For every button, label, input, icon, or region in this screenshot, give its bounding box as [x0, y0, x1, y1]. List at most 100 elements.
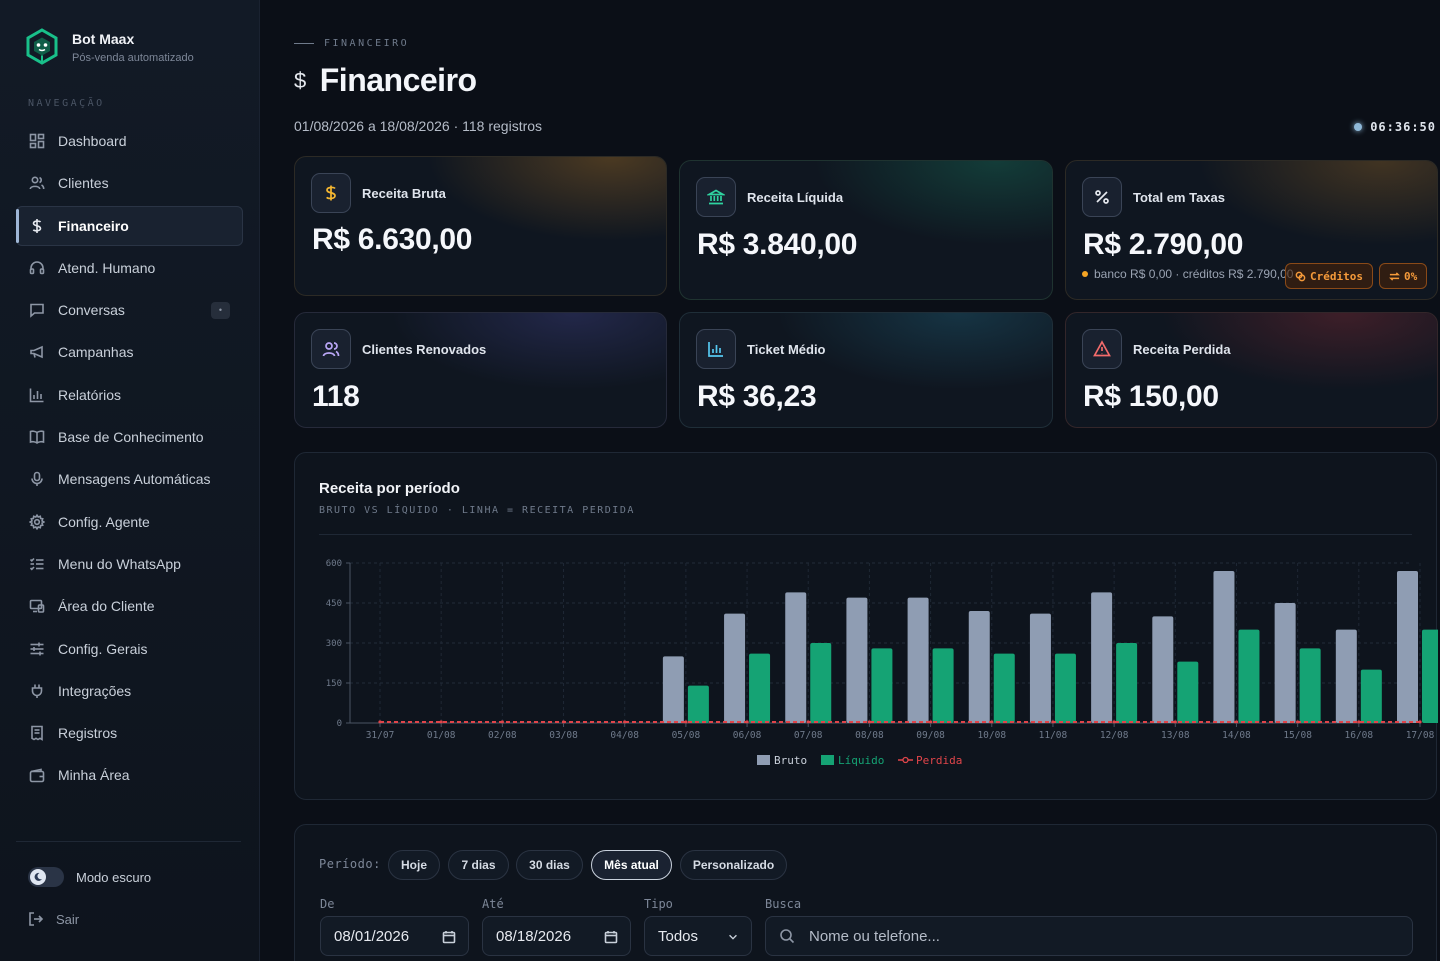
card-icon-box	[311, 173, 351, 213]
point-perdida	[1357, 720, 1361, 724]
percent-button-label: 0%	[1404, 269, 1418, 283]
page-title-text: Financeiro	[319, 62, 477, 98]
x-tick-label: 03/08	[549, 730, 578, 741]
x-tick-label: 04/08	[610, 730, 639, 741]
page-subtitle: 01/08/2026 a 18/08/2026 · 118 registros	[294, 118, 543, 134]
sidebar-item-clientes[interactable]: Clientes	[16, 163, 243, 203]
creditos-button-label: Créditos	[1310, 269, 1363, 283]
point-perdida	[623, 720, 627, 724]
period-hoje-button[interactable]: Hoje	[388, 850, 440, 880]
x-tick-label: 31/07	[366, 730, 395, 741]
type-select[interactable]: Todos	[644, 916, 752, 956]
period-7-dias-button[interactable]: 7 dias	[448, 850, 509, 880]
sliders-icon	[30, 642, 44, 656]
sidebar-item-registros[interactable]: Registros	[16, 713, 243, 753]
sidebar-item-label: Campanhas	[58, 344, 134, 361]
period-30-dias-button[interactable]: 30 dias	[516, 850, 583, 880]
point-perdida	[561, 720, 566, 724]
calendar-icon[interactable]	[442, 930, 456, 944]
dark-mode-toggle[interactable]: Modo escuro	[28, 867, 151, 887]
dollar-icon	[32, 218, 42, 233]
card-ticket-medio: Ticket Médio R$ 36,23	[679, 312, 1053, 428]
x-tick-label: 12/08	[1100, 730, 1129, 741]
sidebar-item-config-gerais[interactable]: Config. Gerais	[16, 629, 243, 669]
breadcrumb-line	[294, 43, 314, 44]
card-header: Receita Líquida	[696, 177, 843, 217]
to-date-input[interactable]: 08/18/2026	[482, 916, 631, 956]
bar-bruto	[724, 613, 746, 723]
bar-bruto	[1152, 616, 1174, 723]
brand[interactable]: Bot Maax Pós-venda automatizado	[24, 28, 194, 66]
sidebar-item-relatorios[interactable]: Relatórios	[16, 375, 243, 415]
bar-líquido	[932, 648, 954, 723]
percent-button[interactable]: 0%	[1379, 263, 1428, 289]
sidebar-item-area-cliente[interactable]: Área do Cliente	[16, 586, 243, 626]
legend-marker-perdida	[902, 756, 909, 764]
bar-líquido	[1177, 661, 1199, 723]
coins-icon	[1295, 271, 1306, 281]
bar-líquido	[810, 643, 832, 723]
bar-líquido	[1116, 643, 1138, 723]
sidebar-item-integracoes[interactable]: Integrações	[16, 671, 243, 711]
point-perdida	[378, 720, 382, 724]
legend-swatch-bruto	[757, 755, 770, 765]
card-icon-box	[1082, 329, 1122, 369]
sidebar-item-config-agente[interactable]: Config. Agente	[16, 502, 243, 542]
point-perdida	[867, 720, 872, 724]
bar-bruto	[907, 597, 929, 723]
sidebar-item-mensagens-automaticas[interactable]: Mensagens Automáticas	[16, 459, 243, 499]
clock-time: 06:36:50	[1370, 120, 1436, 134]
dollar-icon	[326, 185, 336, 201]
x-tick-label: 16/08	[1345, 730, 1374, 741]
nav-section-label: NAVEGAÇÃO	[28, 98, 105, 109]
sidebar-item-campanhas[interactable]: Campanhas	[16, 332, 243, 372]
conversas-badge: •	[211, 301, 230, 319]
toggle-switch[interactable]	[28, 867, 64, 887]
calendar-icon[interactable]	[604, 930, 618, 944]
card-icon-box	[1082, 177, 1122, 217]
period-personalizado-button[interactable]: Personalizado	[680, 850, 787, 880]
sidebar-item-menu-whatsapp[interactable]: Menu do WhatsApp	[16, 544, 243, 584]
sidebar-item-financeiro[interactable]: Financeiro	[16, 205, 243, 246]
sidebar-item-conversas[interactable]: Conversas •	[16, 290, 243, 330]
bar-líquido	[1054, 653, 1076, 723]
y-tick-label: 150	[326, 679, 342, 689]
gear-icon	[29, 513, 45, 530]
logout-label: Sair	[56, 911, 80, 927]
period-mes-atual-button[interactable]: Mês atual	[591, 850, 672, 880]
users-icon	[322, 342, 340, 357]
card-total-taxas: Total em Taxas R$ 2.790,00 banco R$ 0,00…	[1065, 160, 1438, 300]
legend-label-líquido: Líquido	[838, 754, 884, 767]
bar-líquido	[687, 685, 709, 723]
page-title: $ Financeiro	[294, 62, 477, 99]
type-select-value: Todos	[658, 927, 699, 945]
to-date-value: 08/18/2026	[496, 927, 572, 945]
sidebar-item-atend-humano[interactable]: Atend. Humano	[16, 248, 243, 288]
card-value: R$ 3.840,00	[697, 228, 858, 261]
creditos-button[interactable]: Créditos	[1285, 263, 1373, 289]
card-receita-liquida: Receita Líquida R$ 3.840,00	[679, 160, 1053, 300]
search-input[interactable]: Nome ou telefone...	[765, 916, 1413, 956]
sidebar-divider	[16, 841, 241, 842]
x-tick-label: 01/08	[427, 730, 456, 741]
card-label: Receita Perdida	[1133, 341, 1231, 357]
point-perdida	[928, 720, 933, 724]
x-tick-label: 07/08	[794, 730, 823, 741]
sidebar-item-label: Relatórios	[58, 386, 122, 403]
point-perdida	[745, 720, 749, 724]
logout-button[interactable]: Sair	[28, 911, 79, 927]
search-placeholder: Nome ou telefone...	[809, 927, 940, 945]
from-date-input[interactable]: 08/01/2026	[320, 916, 469, 956]
sidebar-item-dashboard[interactable]: Dashboard	[16, 121, 243, 161]
megaphone-icon	[30, 346, 43, 359]
sidebar-nav: Dashboard Clientes Financeiro Atend. Hum…	[16, 121, 243, 798]
bar-líquido	[1360, 669, 1382, 723]
card-header: Receita Bruta	[311, 173, 446, 213]
sidebar-item-base-conhecimento[interactable]: Base de Conhecimento	[16, 417, 243, 457]
point-perdida	[439, 720, 443, 724]
live-indicator	[1354, 123, 1363, 131]
sidebar-item-minha-area[interactable]: Minha Área	[16, 755, 243, 795]
card-header: Receita Perdida	[1082, 329, 1231, 369]
chat-icon	[30, 303, 44, 318]
type-label: Tipo	[644, 897, 673, 911]
